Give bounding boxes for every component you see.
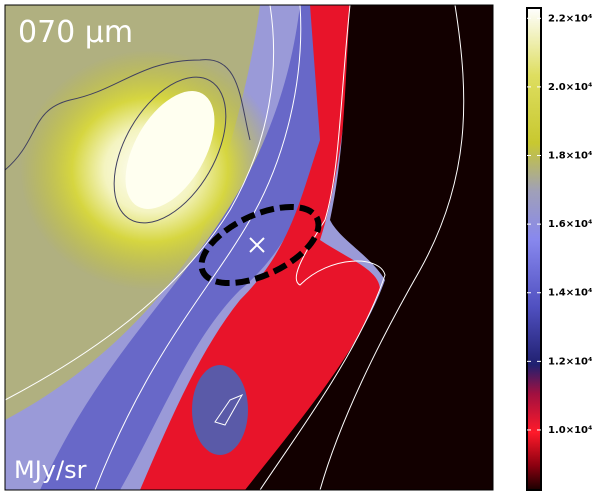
colorbar-tick-label: 2.2×10⁴ bbox=[548, 13, 592, 24]
band-label: 070 μm bbox=[18, 15, 133, 50]
colorbar-tick-label: 1.6×10⁴ bbox=[548, 219, 592, 230]
colorbar-tick-label: 1.8×10⁴ bbox=[548, 151, 592, 162]
colorbar-tick-label: 1.2×10⁴ bbox=[548, 356, 592, 367]
colorbar bbox=[526, 7, 542, 491]
unit-label: MJy/sr bbox=[14, 456, 87, 484]
colorbar-tick-label: 1.4×10⁴ bbox=[548, 288, 592, 299]
colorbar-tick-label: 1.0×10⁴ bbox=[548, 425, 592, 436]
image bbox=[5, 5, 493, 490]
colorbar-tick-label: 2.0×10⁴ bbox=[548, 82, 592, 93]
